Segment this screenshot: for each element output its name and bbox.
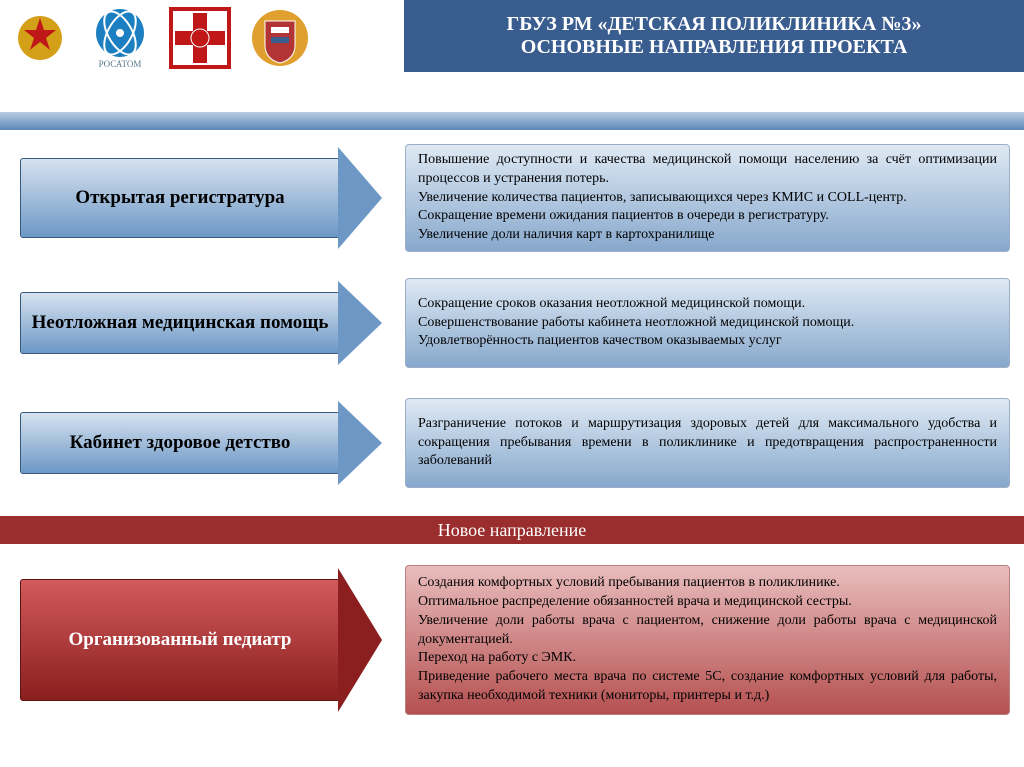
description-line: Оптимальное распределение обязанностей в… (418, 593, 997, 612)
logo-mordovia (246, 4, 314, 72)
logos-row: РОСАТОМ (6, 4, 314, 72)
arrow-head-icon (338, 281, 382, 365)
arrow-0: Открытая регистратура (0, 144, 375, 252)
description-line: Приведение рабочего места врача по систе… (418, 668, 997, 706)
header-bar: ГБУЗ РМ «ДЕТСКАЯ ПОЛИКЛИНИКА №3» ОСНОВНЫ… (404, 0, 1024, 72)
description-line: Сокращение времени ожидания пациентов в … (418, 207, 997, 226)
direction-row-2: Кабинет здоровое детство Разграничение по… (0, 398, 1024, 488)
arrow-label: Организованный педиатр (20, 579, 340, 701)
description-line: Удовлетворённость пациентов качеством ок… (418, 332, 997, 351)
arrow-label: Кабинет здоровое детство (20, 412, 340, 474)
header-line1: ГБУЗ РМ «ДЕТСКАЯ ПОЛИКЛИНИКА №3» (507, 13, 922, 36)
description-box: Повышение доступности и качества медицин… (405, 144, 1010, 252)
arrow-label: Открытая регистратура (20, 158, 340, 238)
description-line: Совершенствование работы кабинета неотло… (418, 314, 997, 333)
section-bar-label: Новое направление (438, 520, 587, 541)
header-line2: ОСНОВНЫЕ НАПРАВЛЕНИЯ ПРОЕКТА (521, 36, 908, 59)
arrow-2: Кабинет здоровое детство (0, 398, 375, 488)
description-box: Разграничение потоков и маршрутизация зд… (405, 398, 1010, 488)
description-line: Разграничение потоков и маршрутизация зд… (418, 415, 997, 472)
logo-medical-cross (166, 4, 234, 72)
description-line: Увеличение количества пациентов, записыв… (418, 189, 997, 208)
logo-rosatom: РОСАТОМ (86, 4, 154, 72)
direction-row-1: Неотложная медицинская помощь Сокращение … (0, 278, 1024, 368)
arrow-head-icon (338, 401, 382, 485)
description-line: Переход на работу с ЭМК. (418, 649, 997, 668)
decor-strip (0, 112, 1024, 130)
arrow-head-icon (338, 568, 382, 712)
arrow-label: Неотложная медицинская помощь (20, 292, 340, 354)
description-box: Сокращение сроков оказания неотложной ме… (405, 278, 1010, 368)
arrow-head-icon (338, 147, 382, 249)
arrow-1: Неотложная медицинская помощь (0, 278, 375, 368)
direction-row-0: Открытая регистратура Повышение доступнос… (0, 144, 1024, 252)
section-bar-new: Новое направление (0, 516, 1024, 544)
description-line: Сокращение сроков оказания неотложной ме… (418, 295, 997, 314)
description-line: Увеличение доли наличия карт в картохран… (418, 226, 997, 245)
logo-emblem-rf (6, 4, 74, 72)
description-line: Увеличение доли работы врача с пациентом… (418, 612, 997, 650)
arrow-red: Организованный педиатр (0, 565, 375, 715)
direction-row-red: Организованный педиатр Создания комфортны… (0, 565, 1024, 715)
description-box: Создания комфортных условий пребывания п… (405, 565, 1010, 715)
description-line: Повышение доступности и качества медицин… (418, 151, 997, 189)
description-line: Создания комфортных условий пребывания п… (418, 574, 997, 593)
